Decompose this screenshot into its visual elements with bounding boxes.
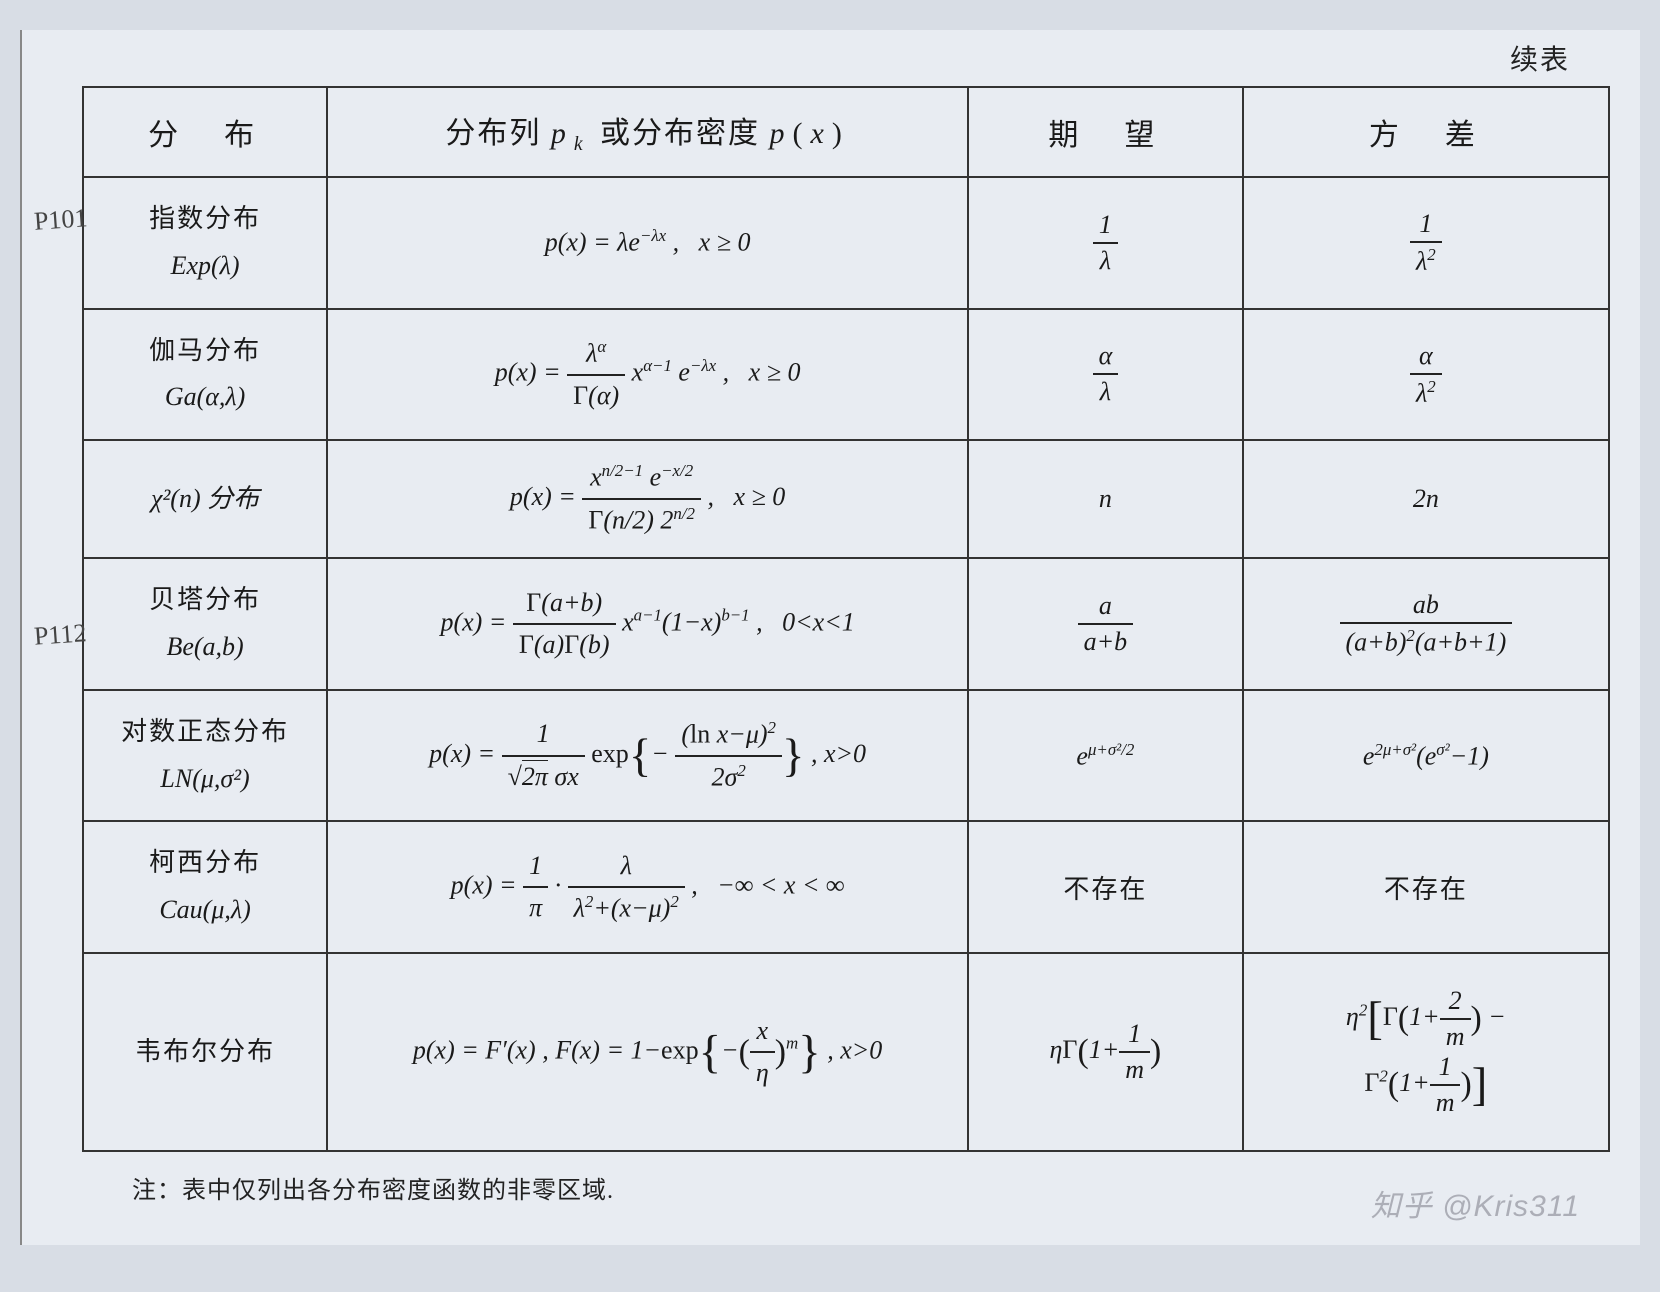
dist-variance: ab(a+b)2(a+b+1) [1243,558,1609,690]
table-row: 对数正态分布LN(μ,σ²)p(x) = 1√2π σx exp{− (ln x… [83,690,1609,822]
dist-expectation: n [968,440,1243,558]
dist-expectation: αλ [968,309,1243,441]
handwritten-note-2: P112 [33,618,87,652]
dist-name: 韦布尔分布 [83,953,327,1151]
dist-variance: αλ2 [1243,309,1609,441]
dist-expectation: ηΓ(1+1m) [968,953,1243,1151]
dist-expectation: eμ+σ²/2 [968,690,1243,822]
table-row: 贝塔分布Be(a,b)p(x) = Γ(a+b)Γ(a)Γ(b) xa−1(1−… [83,558,1609,690]
dist-name: 对数正态分布LN(μ,σ²) [83,690,327,822]
dist-pdf: p(x) = 1√2π σx exp{− (ln x−μ)22σ2} , x>0 [327,690,968,822]
table-row: 柯西分布Cau(μ,λ)p(x) = 1π · λλ2+(x−μ)2 , −∞ … [83,821,1609,953]
table-row: 伽马分布Ga(α,λ)p(x) = λαΓ(α) xα−1 e−λx , x ≥… [83,309,1609,441]
header-expectation: 期 望 [968,87,1243,177]
distribution-table: 分 布 分布列 pk 或分布密度 p(x) 期 望 方 差 指数分布Exp(λ)… [82,86,1610,1152]
dist-expectation: 不存在 [968,821,1243,953]
continued-label: 续表 [82,30,1610,86]
dist-pdf: p(x) = 1π · λλ2+(x−μ)2 , −∞ < x < ∞ [327,821,968,953]
header-distribution: 分 布 [83,87,327,177]
table-header-row: 分 布 分布列 pk 或分布密度 p(x) 期 望 方 差 [83,87,1609,177]
dist-name: 指数分布Exp(λ) [83,177,327,309]
page-container: P101 P112 续表 分 布 分布列 pk 或分布密度 p(x) 期 望 方… [20,30,1640,1245]
dist-variance: e2μ+σ²(eσ²−1) [1243,690,1609,822]
dist-variance: 1λ2 [1243,177,1609,309]
dist-pdf: p(x) = xn/2−1 e−x/2Γ(n/2) 2n/2 , x ≥ 0 [327,440,968,558]
dist-variance: 2n [1243,440,1609,558]
table-row: 韦布尔分布p(x) = F′(x) , F(x) = 1−exp{−(xη)m}… [83,953,1609,1151]
watermark: 知乎 @Kris311 [1371,1181,1580,1225]
header-function: 分布列 pk 或分布密度 p(x) [327,87,968,177]
dist-name: 伽马分布Ga(α,λ) [83,309,327,441]
dist-variance: 不存在 [1243,821,1609,953]
dist-pdf: p(x) = λe−λx , x ≥ 0 [327,177,968,309]
dist-name: 柯西分布Cau(μ,λ) [83,821,327,953]
dist-name: 贝塔分布Be(a,b) [83,558,327,690]
dist-expectation: 1λ [968,177,1243,309]
dist-expectation: aa+b [968,558,1243,690]
dist-pdf: p(x) = Γ(a+b)Γ(a)Γ(b) xa−1(1−x)b−1 , 0<x… [327,558,968,690]
table-row: 指数分布Exp(λ)p(x) = λe−λx , x ≥ 01λ1λ2 [83,177,1609,309]
table-body: 指数分布Exp(λ)p(x) = λe−λx , x ≥ 01λ1λ2伽马分布G… [83,177,1609,1151]
dist-pdf: p(x) = λαΓ(α) xα−1 e−λx , x ≥ 0 [327,309,968,441]
dist-pdf: p(x) = F′(x) , F(x) = 1−exp{−(xη)m} , x>… [327,953,968,1151]
dist-name: χ²(n) 分布 [83,440,327,558]
table-row: χ²(n) 分布p(x) = xn/2−1 e−x/2Γ(n/2) 2n/2 ,… [83,440,1609,558]
handwritten-note-1: P101 [33,203,88,237]
header-variance: 方 差 [1243,87,1609,177]
dist-variance: η2[Γ(1+2m) −Γ2(1+1m)] [1243,953,1609,1151]
